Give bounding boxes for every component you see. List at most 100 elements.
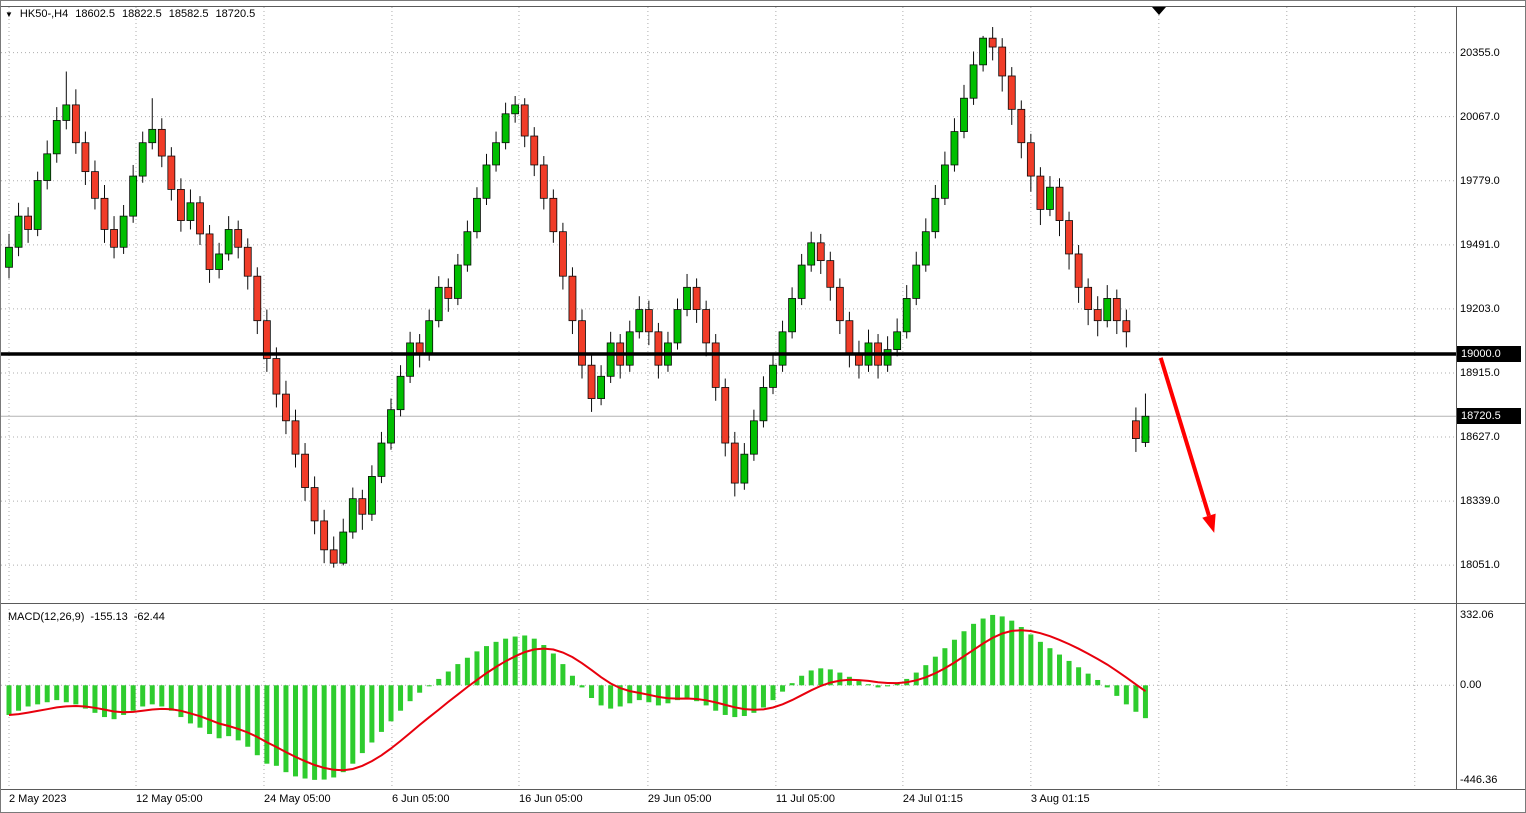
- macd-histogram-bar: [589, 685, 595, 698]
- macd-histogram-bar: [866, 684, 871, 686]
- macd-histogram-bar: [1104, 685, 1110, 688]
- macd-histogram-bar: [331, 685, 337, 778]
- candle-body-up: [1046, 186, 1054, 210]
- candle-body-up: [482, 164, 491, 199]
- candle-body-down: [644, 309, 653, 333]
- macd-histogram-bar: [751, 685, 757, 713]
- macd-histogram-bar: [16, 685, 22, 711]
- candle-body-up: [759, 387, 768, 422]
- macd-histogram-bar: [254, 685, 260, 756]
- macd-histogram-bar: [102, 685, 107, 718]
- candle-body-down: [272, 358, 281, 395]
- macd-histogram-bar: [92, 685, 98, 713]
- candle-body-down: [1055, 186, 1064, 221]
- macd-histogram-bar: [82, 685, 88, 709]
- candle-body-down: [1036, 175, 1045, 210]
- macd-histogram-bar: [1018, 627, 1024, 686]
- macd-histogram-bar: [598, 685, 604, 706]
- candle-body-down: [559, 231, 567, 277]
- candle-body-down: [1122, 320, 1131, 333]
- macd-histogram-bar: [694, 685, 700, 702]
- candle-body-down: [358, 498, 367, 515]
- macd-histogram-bar: [1076, 667, 1082, 686]
- candle-body-up: [769, 364, 777, 388]
- macd-histogram-bar: [1066, 660, 1072, 686]
- candle-body-down: [826, 260, 835, 288]
- macd-histogram-bar: [1047, 648, 1053, 686]
- candle-body-up: [339, 531, 348, 564]
- macd-histogram-bar: [990, 614, 996, 686]
- macd-histogram-bar: [312, 685, 318, 780]
- candle-body-up: [960, 97, 968, 132]
- candle-body-down: [24, 215, 33, 230]
- candle-body-up: [778, 331, 787, 366]
- candle-body-down: [196, 202, 204, 235]
- macd-histogram-bar: [665, 685, 671, 704]
- macd-histogram-bar: [73, 685, 79, 705]
- macd-signal-line: [8, 629, 1147, 772]
- candle-body-down: [320, 520, 329, 551]
- macd-histogram-bar: [531, 638, 537, 686]
- candle-body-down: [721, 387, 730, 444]
- candle-body-up: [788, 298, 796, 333]
- candle-body-up: [396, 375, 405, 411]
- macd-histogram-bar: [999, 616, 1005, 686]
- macd-histogram-bar: [436, 678, 442, 686]
- candle-body-down: [539, 164, 548, 199]
- candle-body-up: [625, 331, 634, 366]
- candle-body-down: [702, 309, 711, 344]
- macd-histogram-bar: [1123, 685, 1129, 705]
- macd-histogram-bar: [54, 685, 60, 701]
- candle-body-up: [750, 420, 758, 455]
- macd-histogram-bar: [703, 685, 709, 706]
- candle-body-up: [14, 215, 23, 248]
- candle-body-down: [205, 233, 214, 270]
- candle-body-down: [100, 197, 109, 230]
- candle-body-down: [835, 286, 844, 322]
- macd-histogram-bar: [579, 685, 585, 688]
- macd-histogram-bar: [799, 675, 805, 686]
- chart-shift-marker[interactable]: [1152, 7, 1166, 15]
- macd-histogram-bar: [846, 676, 852, 686]
- candle-body-up: [807, 242, 816, 266]
- candle-body-down: [845, 320, 854, 355]
- macd-histogram-bar: [44, 685, 50, 703]
- candle-body-down: [816, 242, 825, 262]
- macd-histogram-bar: [293, 685, 298, 777]
- macd-histogram-bar: [226, 685, 232, 737]
- candle-body-up: [43, 153, 52, 181]
- macd-histogram-bar: [398, 685, 404, 711]
- candle-body-up: [5, 246, 13, 268]
- macd-histogram-bar: [770, 685, 776, 701]
- macd-histogram-bar: [178, 685, 184, 718]
- candle-body-down: [1132, 420, 1140, 439]
- candle-body-down: [654, 331, 663, 366]
- candle-body-down: [578, 320, 586, 366]
- candle-body-up: [893, 331, 902, 351]
- candle-body-down: [310, 487, 319, 522]
- macd-histogram-bar: [827, 669, 833, 686]
- macd-histogram-bar: [35, 685, 41, 705]
- candle-body-down: [291, 420, 300, 455]
- candle-body-down: [71, 104, 80, 144]
- candle-body-down: [998, 46, 1007, 77]
- macd-histogram-bar: [426, 685, 432, 687]
- candle-body-up: [119, 215, 128, 248]
- candle-body-up: [129, 175, 138, 217]
- macd-histogram-bar: [646, 685, 652, 703]
- candle-body-down: [157, 128, 166, 157]
- candle-body-up: [511, 104, 520, 115]
- candle-body-up: [367, 476, 376, 515]
- candle-body-down: [262, 320, 271, 359]
- candle-body-up: [473, 197, 481, 233]
- macd-histogram-bar: [1028, 634, 1034, 686]
- candle-body-down: [1065, 220, 1073, 255]
- trend-arrow-line[interactable]: [1158, 357, 1211, 517]
- candle-body-down: [520, 104, 529, 137]
- macd-histogram-bar: [522, 635, 528, 686]
- candle-body-down: [81, 142, 90, 173]
- macd-histogram-bar: [1037, 641, 1043, 686]
- macd-histogram-bar: [149, 685, 155, 705]
- trend-arrow-head[interactable]: [1202, 513, 1216, 533]
